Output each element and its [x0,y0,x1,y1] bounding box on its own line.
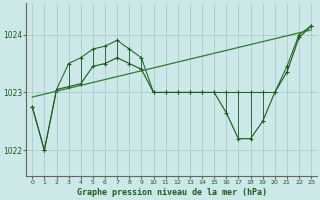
X-axis label: Graphe pression niveau de la mer (hPa): Graphe pression niveau de la mer (hPa) [77,188,267,197]
